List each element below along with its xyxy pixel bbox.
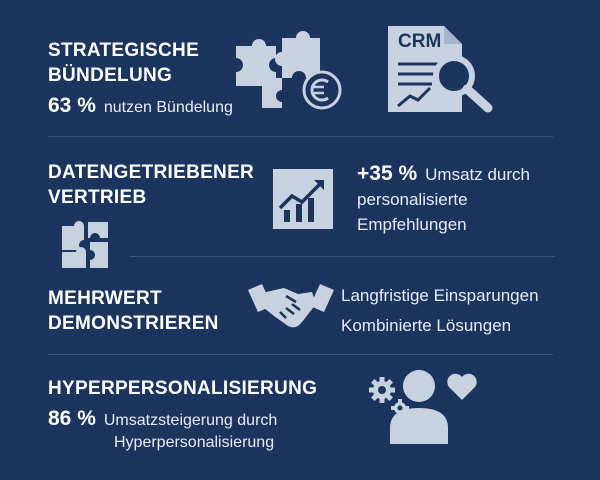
heading-line: BÜNDELUNG bbox=[48, 65, 173, 86]
section-heading: HYPERPERSONALISIERUNG bbox=[48, 378, 318, 399]
heading-line: MEHRWERT bbox=[48, 288, 162, 309]
list-item: Kombinierte Lösungen bbox=[341, 316, 512, 335]
growth-chart-icon bbox=[272, 168, 334, 230]
stat-line: 63 % nutzen Bündelung bbox=[48, 94, 233, 119]
handshake-icon bbox=[246, 282, 336, 334]
section-heading: STRATEGISCHE BÜNDELUNG bbox=[48, 38, 233, 88]
stat-block: +35 % Umsatz durch personalisierte Empfe… bbox=[357, 162, 530, 237]
divider bbox=[48, 354, 553, 355]
divider bbox=[130, 256, 555, 257]
value-list: Langfristige Einsparungen Kombinierte Lö… bbox=[341, 282, 539, 340]
stat-label: Umsatz durch bbox=[425, 165, 531, 184]
stat-label: Hyperpersonalisierung bbox=[114, 434, 275, 451]
heading-line: STRATEGISCHE bbox=[48, 40, 200, 61]
heading-line: DEMONSTRIEREN bbox=[48, 313, 219, 334]
magnifier-icon bbox=[430, 52, 496, 114]
puzzle-icon bbox=[60, 220, 112, 270]
heading-line: VERTRIEB bbox=[48, 187, 147, 208]
stat-label: personalisierte bbox=[357, 190, 468, 209]
stat-line: 86 % Umsatzsteigerung durch bbox=[48, 407, 317, 432]
euro-coin-icon bbox=[302, 70, 342, 110]
stat-value: 63 % bbox=[48, 94, 96, 117]
section-heading: DATENGETRIEBENER VERTRIEB bbox=[48, 160, 254, 210]
stat-value: 86 % bbox=[48, 407, 96, 430]
stat-line: +35 % Umsatz durch bbox=[357, 162, 530, 187]
stat-value: +35 % bbox=[357, 162, 418, 185]
section-hyperpersonalisierung: HYPERPERSONALISIERUNG 86 % Umsatzsteiger… bbox=[48, 376, 317, 454]
stat-label: Umsatzsteigerung durch bbox=[103, 412, 278, 429]
heart-icon bbox=[446, 372, 478, 402]
heading-line: DATENGETRIEBENER bbox=[48, 162, 255, 183]
crm-label: CRM bbox=[398, 31, 442, 52]
section-heading: MEHRWERT DEMONSTRIEREN bbox=[48, 286, 219, 336]
stat-label: Empfehlungen bbox=[357, 215, 467, 234]
section-strategische-buendelung: STRATEGISCHE BÜNDELUNG 63 % nutzen Bünde… bbox=[48, 38, 233, 119]
puzzle-pieces-icon bbox=[232, 30, 347, 110]
section-mehrwert-demonstrieren: MEHRWERT DEMONSTRIEREN bbox=[48, 286, 219, 336]
section-datengetriebener-vertrieb: DATENGETRIEBENER VERTRIEB bbox=[48, 160, 254, 210]
list-item: Langfristige Einsparungen bbox=[341, 286, 539, 305]
divider bbox=[48, 136, 553, 137]
person-icon bbox=[388, 366, 450, 446]
stat-label: nutzen Bündelung bbox=[103, 99, 233, 116]
